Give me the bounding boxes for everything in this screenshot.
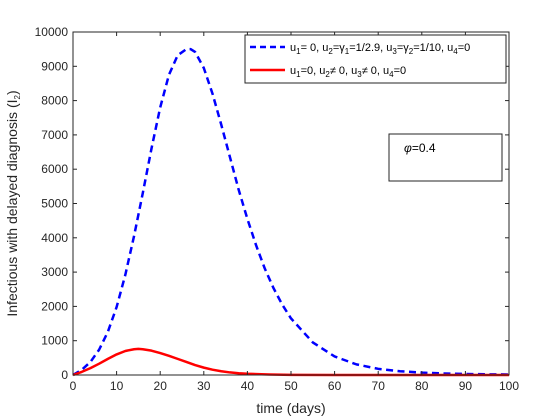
x-tick-label: 20: [154, 379, 168, 393]
legend: u1= 0, u2=γ1=1/2.9, u3=γ2=1/10, u4=0 u1=…: [244, 34, 507, 84]
legend-label-series-1: u1= 0, u2=γ1=1/2.9, u3=γ2=1/10, u4=0: [290, 42, 470, 56]
y-axis-label: Infectious with delayed diagnosis (I2): [4, 90, 22, 316]
annotation-text: φ=0.4: [404, 141, 436, 155]
y-tick-label: 9000: [41, 59, 68, 73]
legend-box: [244, 34, 507, 84]
x-tick-label: 30: [197, 379, 211, 393]
y-tick-label: 8000: [41, 94, 68, 108]
x-tick-label: 0: [70, 379, 77, 393]
y-tick-label: 5000: [41, 197, 68, 211]
x-tick-label: 10: [110, 379, 124, 393]
x-tick-label: 40: [241, 379, 255, 393]
annotation-box: [388, 133, 503, 182]
x-axis-label: time (days): [256, 400, 325, 416]
x-tick-label: 50: [284, 379, 298, 393]
x-tick-label: 60: [328, 379, 342, 393]
axes-layer: 0 10 20 30 40 50 60 70 80 90 100010002000300040005…: [35, 25, 520, 393]
legend-label-series-2: u1=0, u2≠ 0, u3≠ 0, u4=0: [290, 65, 406, 79]
series-line-1: [72, 47, 510, 377]
y-tick-label: 10000: [35, 25, 69, 39]
y-tick-label: 4000: [41, 231, 68, 245]
x-tick-label: 100: [499, 379, 519, 393]
x-tick-label: 70: [372, 379, 386, 393]
annotation: φ=0.4: [388, 133, 503, 182]
y-tick-label: 6000: [41, 162, 68, 176]
y-tick-label: 0: [61, 368, 68, 382]
y-tick-label: 1000: [41, 334, 68, 348]
x-tick-label: 80: [415, 379, 429, 393]
y-tick-label: 2000: [41, 299, 68, 313]
x-tick-label: 90: [459, 379, 473, 393]
y-tick-label: 7000: [41, 128, 68, 142]
y-tick-label: 3000: [41, 265, 68, 279]
